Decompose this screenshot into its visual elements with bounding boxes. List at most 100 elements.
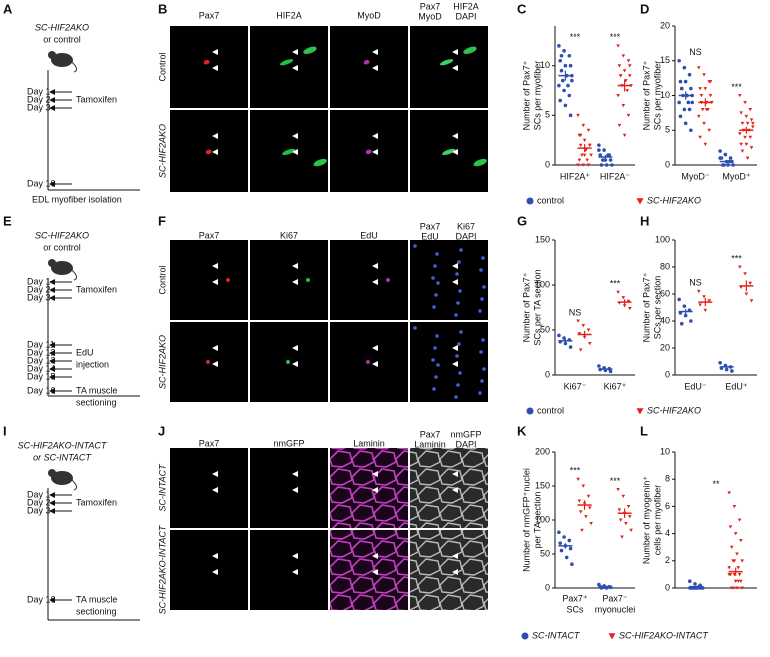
data-point	[618, 74, 623, 78]
nucleus	[482, 367, 486, 371]
data-point	[703, 308, 708, 312]
micrograph	[250, 530, 328, 610]
y-axis-label: per TA section	[532, 492, 542, 549]
data-point	[718, 156, 722, 160]
arrowhead	[212, 279, 218, 285]
nucleus	[458, 289, 462, 293]
day-label: Day 3	[27, 505, 51, 515]
arrowhead	[372, 149, 378, 155]
data-point	[601, 158, 605, 162]
data-point	[606, 153, 610, 157]
data-point	[559, 53, 564, 58]
data-point	[687, 107, 692, 112]
legend-marker	[636, 408, 644, 415]
data-point	[736, 579, 741, 583]
data-point	[732, 559, 737, 563]
data-point	[588, 143, 592, 147]
step-label: TA muscle	[76, 385, 117, 395]
arrowhead	[452, 49, 458, 55]
data-point	[570, 562, 574, 566]
x-tick-label: MyoD⁺	[722, 171, 751, 181]
day-label: Day 3	[27, 102, 51, 112]
micrograph	[410, 26, 488, 108]
data-point	[704, 107, 709, 112]
nucleus	[413, 326, 417, 330]
nucleus	[457, 342, 461, 346]
nucleus	[455, 354, 459, 358]
cell	[226, 278, 230, 282]
y-axis-label: Number of Pax7⁺	[521, 272, 531, 342]
nucleus	[482, 285, 486, 289]
cell	[463, 46, 477, 55]
data-point	[707, 128, 712, 133]
arrowhead	[212, 149, 218, 155]
timeline-title: SC-HIF2AKO	[35, 22, 89, 32]
cell	[473, 158, 487, 167]
data-point	[568, 345, 573, 349]
significance: ***	[610, 32, 621, 42]
y-tick-label: 4	[665, 528, 670, 538]
y-axis-label: Number of nmGFP⁺nuclei	[521, 468, 531, 572]
data-point	[589, 521, 593, 526]
nucleus	[434, 375, 438, 379]
y-tick-label: 150	[535, 234, 550, 244]
panel-label: B	[158, 1, 167, 16]
arrowhead	[212, 553, 218, 559]
arrowhead	[292, 471, 298, 477]
significance: ***	[610, 279, 621, 289]
data-point	[727, 491, 731, 495]
arrowhead	[212, 345, 218, 351]
nucleus	[435, 252, 439, 256]
cell	[286, 360, 290, 364]
timeline-title: or SC-INTACT	[33, 452, 92, 462]
data-point	[689, 319, 693, 323]
day-label: Day 2	[27, 284, 51, 294]
panel-label: E	[3, 213, 12, 228]
row-label: SC-INTACT	[157, 463, 167, 512]
x-tick-label: EdU⁺	[725, 381, 748, 391]
y-axis-label: Number of Pax7⁺	[641, 60, 651, 130]
data-point	[597, 364, 601, 368]
nucleus	[480, 379, 484, 383]
data-point	[589, 153, 593, 157]
day-label: Day 12	[27, 347, 56, 357]
data-point	[744, 114, 749, 119]
data-point	[561, 78, 565, 83]
nucleus	[456, 383, 460, 387]
arrowhead	[212, 133, 218, 139]
data-point	[727, 566, 731, 570]
step-label: sectioning	[76, 606, 117, 616]
merge-label: HIF2A	[453, 1, 479, 11]
x-tick-label: SCs	[566, 604, 584, 614]
nucleus	[481, 256, 485, 260]
data-point	[740, 586, 744, 590]
data-point	[578, 143, 583, 147]
merge-label: Pax7	[420, 1, 441, 11]
data-point	[621, 103, 626, 108]
data-point	[683, 79, 688, 84]
data-point	[586, 328, 591, 332]
data-point	[559, 548, 564, 553]
data-point	[577, 158, 582, 162]
legend-label: control	[537, 405, 564, 415]
nucleus	[480, 297, 484, 301]
micrograph	[330, 26, 408, 108]
data-point	[617, 64, 622, 68]
data-point	[740, 559, 744, 563]
cell	[205, 149, 212, 155]
step-label: Tamoxifen	[76, 497, 117, 507]
data-point	[739, 579, 743, 583]
micrograph	[410, 240, 488, 320]
data-point	[718, 361, 722, 365]
data-point	[608, 369, 613, 374]
y-tick-label: 100	[535, 279, 550, 289]
x-tick-label: Ki67⁺	[604, 381, 627, 391]
y-tick-label: 20	[660, 20, 670, 30]
arrowhead	[452, 487, 458, 493]
data-point	[689, 86, 693, 91]
nucleus	[436, 281, 440, 285]
nucleus	[432, 387, 436, 391]
data-point	[620, 535, 624, 539]
data-point	[739, 538, 743, 543]
mouse-icon	[71, 61, 78, 73]
